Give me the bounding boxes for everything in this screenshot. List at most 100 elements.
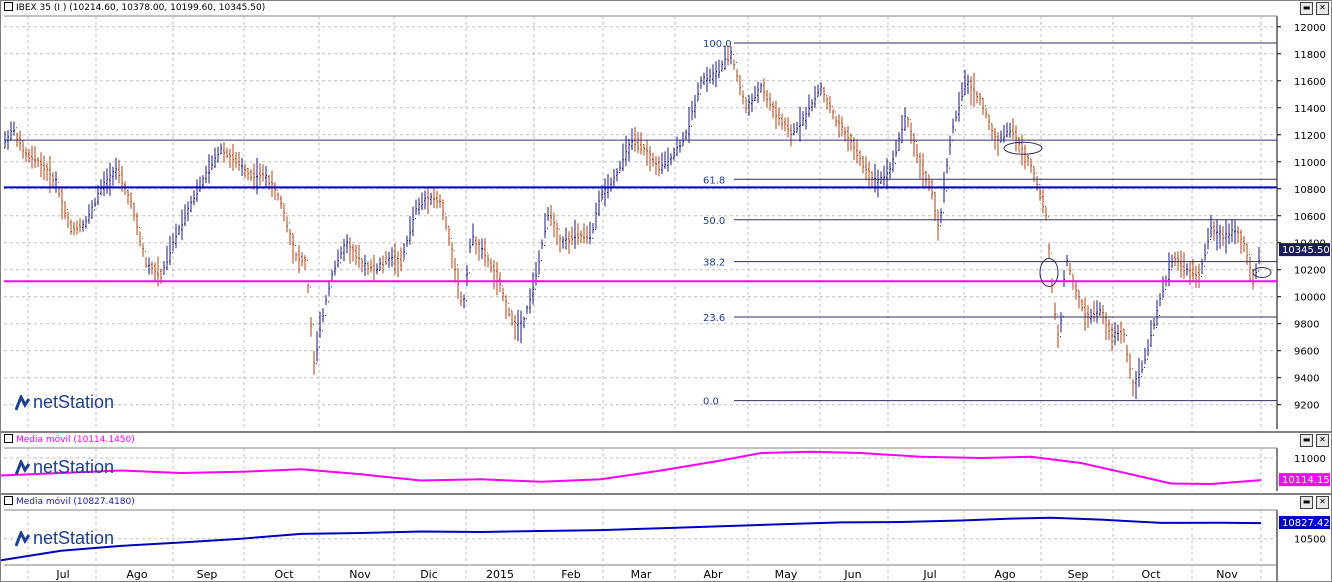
- minimize-icon[interactable]: ▬: [1300, 496, 1313, 509]
- ohlc-bar: [520, 310, 522, 344]
- x-tick-label: Sep: [197, 568, 218, 581]
- ohlc-bar: [490, 258, 492, 273]
- ohlc-bar: [76, 220, 78, 235]
- ohlc-bar: [850, 133, 852, 151]
- ohlc-bar: [136, 212, 138, 236]
- ohlc-bar: [940, 208, 942, 227]
- ohlc-bar: [970, 76, 972, 106]
- ohlc-bar: [475, 236, 477, 255]
- close-icon[interactable]: ✕: [1316, 434, 1329, 447]
- y-tick-label: 9800: [1294, 320, 1319, 331]
- ohlc-bar: [13, 121, 15, 136]
- x-tick-label: Jun: [843, 568, 861, 581]
- ohlc-bar: [799, 106, 801, 142]
- ma2-title-text: Media móvil (10827.4180): [16, 497, 135, 507]
- ma2-panel-title: Media móvil (10827.4180): [4, 496, 135, 509]
- ohlc-bar: [415, 199, 417, 220]
- ohlc-bar: [130, 192, 132, 209]
- ohlc-bar: [355, 245, 357, 265]
- ohlc-bar: [298, 245, 300, 274]
- ohlc-bar: [625, 135, 627, 167]
- ohlc-bar: [319, 311, 321, 348]
- ohlc-bar: [715, 61, 717, 88]
- ohlc-bar: [1204, 243, 1206, 267]
- y-tick-label: 10500: [1294, 535, 1326, 546]
- ohlc-bar: [40, 152, 42, 178]
- ohlc-bar: [1240, 229, 1242, 254]
- ohlc-bar: [556, 220, 558, 246]
- ohlc-bar: [376, 263, 378, 275]
- ohlc-bar: [397, 251, 399, 278]
- ohlc-bar: [811, 99, 813, 112]
- ohlc-bar: [304, 255, 306, 270]
- ohlc-bar: [175, 223, 177, 249]
- y-tick-label: 11800: [1294, 50, 1326, 61]
- ohlc-bar: [619, 160, 621, 174]
- close-icon[interactable]: ✕: [1316, 496, 1329, 509]
- ma2-last-box: [1279, 516, 1330, 530]
- ma1-chart[interactable]: 11000 10114.15: [1, 433, 1331, 493]
- ohlc-bar: [937, 209, 939, 241]
- ohlc-bar: [826, 95, 828, 110]
- ohlc-bar: [595, 202, 597, 231]
- ohlc-bar: [853, 137, 855, 160]
- ohlc-bar: [1078, 289, 1080, 309]
- price-chart[interactable]: 9200940096009800100001020010400106001080…: [1, 1, 1331, 431]
- ohlc-bar: [652, 152, 654, 167]
- ohlc-bar: [1243, 236, 1245, 253]
- ohlc-bar: [919, 152, 921, 179]
- ohlc-bar: [988, 114, 990, 131]
- minimize-icon[interactable]: ▬: [1300, 434, 1313, 447]
- ohlc-bar: [46, 163, 48, 181]
- y-tick-label: 10200: [1294, 266, 1326, 277]
- ma2-panel[interactable]: Media móvil (10827.4180) ▬ ✕ 10500 10827.…: [0, 494, 1332, 582]
- ohlc-bar: [532, 272, 534, 305]
- ohlc-bar: [349, 237, 351, 264]
- ohlc-bar: [115, 157, 117, 180]
- ma1-panel-buttons: ▬ ✕: [1300, 434, 1329, 447]
- ohlc-bar: [553, 212, 555, 238]
- x-tick-label: Ago: [994, 568, 1016, 581]
- ohlc-bar: [208, 154, 210, 184]
- ohlc-bar: [385, 251, 387, 266]
- ohlc-bar: [904, 107, 906, 132]
- ohlc-bar: [697, 82, 699, 102]
- close-icon[interactable]: ✕: [1316, 2, 1329, 15]
- ohlc-bar: [1198, 263, 1200, 289]
- ohlc-bar: [94, 198, 96, 211]
- minimize-icon[interactable]: ▬: [1300, 2, 1313, 15]
- ohlc-bar: [901, 115, 903, 143]
- ohlc-bar: [85, 216, 87, 229]
- x-tick-label: Jul: [922, 568, 936, 581]
- ohlc-bar: [721, 60, 723, 72]
- ohlc-bar: [748, 95, 750, 116]
- ohlc-bar: [316, 331, 318, 365]
- ohlc-bar: [235, 152, 237, 168]
- ohlc-bar: [712, 64, 714, 85]
- ma1-panel[interactable]: Media móvil (10114.1450) ▬ ✕ 11000 10114.…: [0, 432, 1332, 494]
- x-tick-label: Feb: [561, 568, 580, 581]
- last-price-label: 10345.50: [1282, 245, 1330, 256]
- ohlc-bar: [1012, 118, 1014, 140]
- ohlc-bar: [802, 110, 804, 127]
- ohlc-bar: [994, 127, 996, 150]
- ohlc-bar: [265, 165, 267, 188]
- x-tick-label: Oct: [274, 568, 294, 581]
- ohlc-bar: [1210, 214, 1212, 240]
- ohlc-bar: [736, 61, 738, 82]
- ma2-panel-buttons: ▬ ✕: [1300, 496, 1329, 509]
- ohlc-bar: [1006, 122, 1008, 138]
- ohlc-bar: [862, 155, 864, 174]
- ohlc-bar: [787, 117, 789, 138]
- main-chart-panel[interactable]: IBEX 35 (I ) (10214.60, 10378.00, 10199.…: [0, 0, 1332, 432]
- y-axis-area: [1277, 16, 1331, 429]
- ohlc-bar: [133, 202, 135, 221]
- ohlc-bar: [139, 226, 141, 247]
- ohlc-bar: [973, 72, 975, 108]
- ohlc-bar: [1015, 125, 1017, 152]
- ohlc-bar: [1180, 250, 1182, 278]
- ma2-chart[interactable]: 10500 10827.42 Jul Ago Sep Oct Nov Dic 2015 Feb Ma…: [1, 495, 1331, 581]
- ohlc-bar: [31, 145, 33, 169]
- ohlc-bar: [559, 228, 561, 253]
- ohlc-bar: [916, 141, 918, 164]
